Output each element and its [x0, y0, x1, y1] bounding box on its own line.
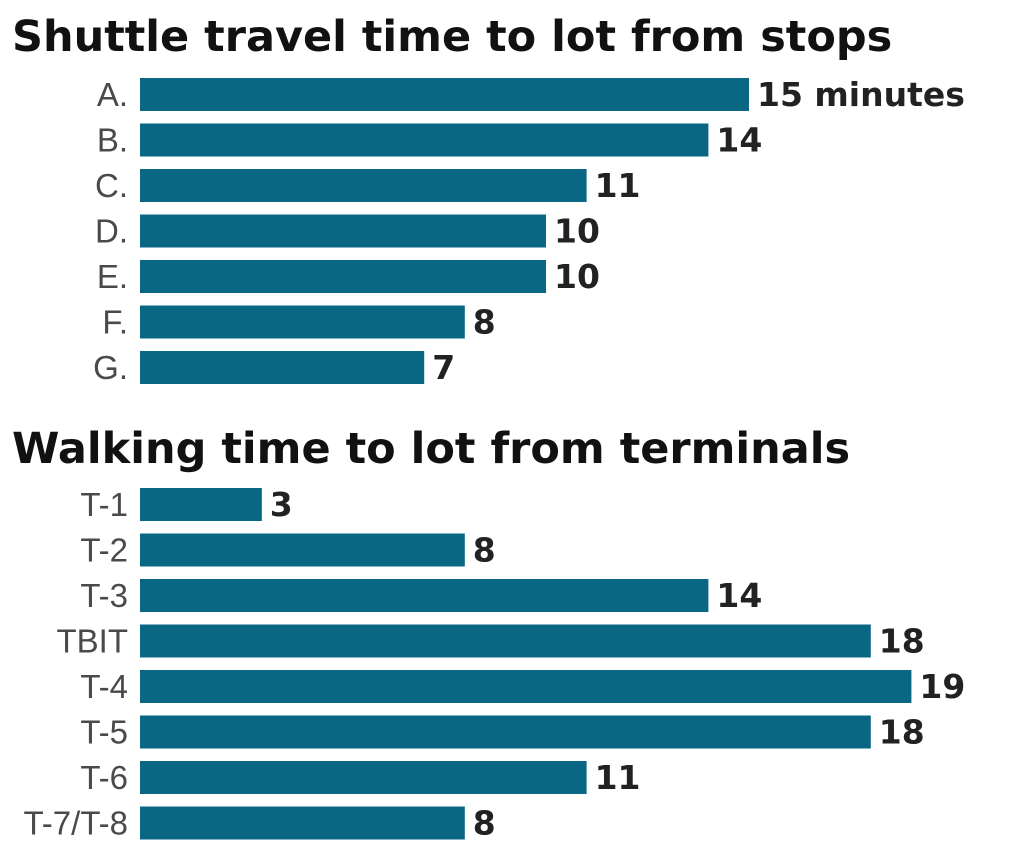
bar	[140, 624, 871, 658]
bar	[140, 488, 262, 521]
value-label: 3	[270, 485, 293, 524]
value-label: 10	[554, 257, 600, 296]
value-label: 10	[554, 212, 600, 251]
bar	[140, 715, 871, 749]
category-label: T-6	[80, 759, 128, 796]
value-label: 8	[473, 531, 496, 570]
bar	[140, 260, 546, 293]
value-label: 8	[473, 303, 496, 342]
category-label: G.	[93, 349, 128, 386]
category-label: TBIT	[57, 623, 129, 660]
value-label: 18	[879, 622, 925, 661]
bar	[140, 351, 425, 384]
category-label: T-3	[80, 577, 128, 614]
category-label: T-1	[80, 486, 128, 523]
value-label: 8	[473, 804, 496, 843]
bar	[140, 533, 465, 567]
bar	[140, 806, 465, 840]
value-label: 15 minutes	[757, 75, 965, 114]
walking-chart-title: Walking time to lot from terminals	[12, 424, 851, 474]
category-label: T-4	[80, 668, 128, 705]
bar	[140, 214, 546, 248]
value-label: 14	[716, 121, 762, 160]
category-label: E.	[97, 258, 128, 295]
bar	[140, 169, 587, 202]
bar	[140, 123, 709, 157]
category-label: F.	[102, 304, 128, 341]
bar	[140, 761, 587, 794]
value-label: 14	[716, 576, 762, 615]
category-label: T-5	[80, 714, 128, 751]
value-label: 7	[432, 348, 455, 387]
value-label: 11	[595, 166, 641, 205]
shuttle-chart-title: Shuttle travel time to lot from stops	[12, 12, 893, 62]
category-label: T-7/T-8	[23, 805, 128, 842]
bar	[140, 305, 465, 339]
value-label: 19	[919, 667, 965, 706]
category-label: C.	[95, 167, 128, 204]
value-label: 18	[879, 713, 925, 752]
shuttle-bar-chart: A. 15 minutes B. 14 C. 11 D. 10 E. 10 F. 8 G. 7	[93, 75, 965, 387]
bar	[140, 579, 709, 612]
bar	[140, 78, 749, 111]
category-label: A.	[97, 76, 128, 113]
walking-bar-chart: T-1 3 T-2 8 T-3 14 TBIT 18 T-4 19 T-5 18 T-6 11 T-7/T-…	[23, 485, 965, 843]
value-label: 11	[595, 758, 641, 797]
category-label: T-2	[80, 532, 128, 569]
category-label: D.	[95, 213, 128, 250]
bar	[140, 670, 912, 703]
category-label: B.	[97, 122, 128, 159]
